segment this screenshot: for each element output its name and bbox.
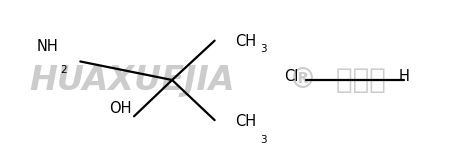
- Text: HUAXUEJIA: HUAXUEJIA: [29, 64, 234, 96]
- Text: 3: 3: [260, 135, 267, 145]
- Text: CH: CH: [235, 114, 256, 129]
- Text: CH: CH: [235, 34, 256, 49]
- Text: NH: NH: [36, 39, 58, 54]
- Text: OH: OH: [109, 101, 132, 116]
- Text: Cl: Cl: [284, 69, 298, 84]
- Text: 2: 2: [60, 64, 67, 75]
- Text: 3: 3: [260, 44, 267, 54]
- Text: H: H: [399, 69, 409, 84]
- Text: ®  化学加: ® 化学加: [289, 66, 386, 94]
